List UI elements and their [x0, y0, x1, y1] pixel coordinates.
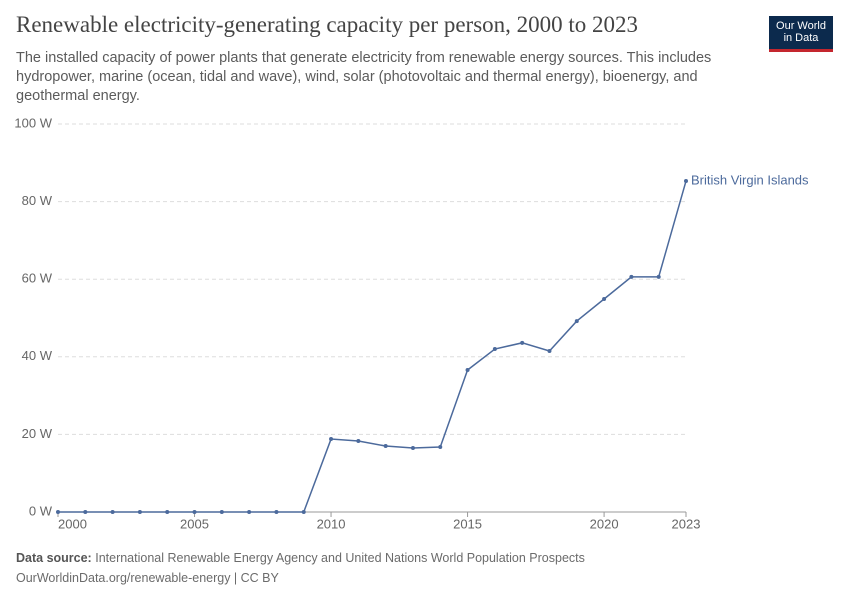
point: [83, 510, 88, 514]
url: OurWorldinData.org/renewable-energy | CC…: [16, 571, 279, 585]
point: [165, 510, 170, 514]
point: [56, 510, 60, 514]
point: [110, 510, 115, 514]
chart-subtitle: The installed capacity of power plants t…: [16, 50, 712, 104]
point: [574, 319, 579, 324]
x-tick-label: 2020: [590, 516, 619, 531]
point: [247, 510, 252, 514]
point: [492, 347, 497, 352]
y-tick-label: 100 W: [14, 115, 52, 130]
source-text: International Renewable Energy Agency an…: [95, 551, 585, 565]
y-tick-label: 60 W: [22, 271, 53, 286]
point: [383, 444, 388, 449]
point: [219, 510, 224, 514]
x-tick-label: 2005: [180, 516, 209, 531]
point: [274, 510, 279, 514]
point: [329, 437, 334, 442]
x-tick-label: 2000: [58, 516, 87, 531]
point: [629, 274, 634, 279]
source-label: Data source:: [16, 551, 92, 565]
point: [438, 445, 443, 450]
y-tick-label: 80 W: [22, 193, 53, 208]
source: Data source: International Renewable Ene…: [16, 548, 585, 568]
y-tick-label: 20 W: [22, 426, 53, 441]
point: [602, 296, 607, 301]
point: [192, 510, 197, 514]
point: [410, 445, 415, 450]
logo-line: Our World: [776, 20, 826, 32]
x-tick-label: 2015: [453, 516, 482, 531]
point: [656, 274, 661, 279]
x-tick-label: 2023: [672, 516, 701, 531]
y-tick-label: 0 W: [29, 503, 53, 518]
x-tick-label: 2010: [317, 516, 346, 531]
y-tick-label: 40 W: [22, 348, 53, 363]
logo[interactable]: Our World in Data: [769, 16, 833, 52]
point: [356, 438, 361, 443]
logo-line: in Data: [783, 32, 819, 44]
point: [137, 510, 142, 514]
series-label: British Virgin Islands: [691, 172, 809, 187]
point: [684, 179, 688, 184]
point: [520, 340, 525, 345]
point: [547, 348, 552, 353]
point: [465, 367, 470, 372]
point: [301, 510, 306, 514]
line: [58, 180, 687, 513]
chart-title: Renewable electricity-generating capacit…: [16, 12, 639, 37]
footer: Data source: International Renewable Ene…: [16, 548, 585, 588]
